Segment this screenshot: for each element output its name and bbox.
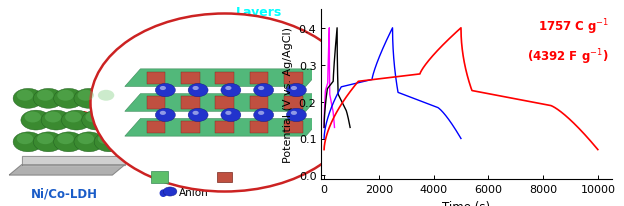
- Circle shape: [61, 111, 91, 130]
- Circle shape: [34, 89, 64, 109]
- Text: Co: Co: [236, 172, 250, 182]
- Circle shape: [291, 111, 297, 115]
- Circle shape: [286, 109, 306, 122]
- Circle shape: [82, 111, 112, 130]
- Circle shape: [221, 84, 241, 97]
- Circle shape: [160, 87, 166, 91]
- Text: Ni/Co-LDH: Ni/Co-LDH: [31, 186, 97, 199]
- Polygon shape: [9, 165, 125, 175]
- Circle shape: [163, 187, 177, 196]
- Circle shape: [90, 14, 359, 192]
- Circle shape: [221, 109, 241, 122]
- Circle shape: [102, 111, 132, 130]
- Circle shape: [77, 134, 94, 144]
- Circle shape: [54, 132, 84, 152]
- Circle shape: [155, 84, 175, 97]
- Circle shape: [21, 111, 51, 130]
- Circle shape: [94, 89, 124, 109]
- Circle shape: [258, 111, 265, 115]
- Circle shape: [37, 90, 54, 101]
- Circle shape: [54, 89, 84, 109]
- Circle shape: [94, 132, 124, 152]
- Circle shape: [253, 109, 273, 122]
- Circle shape: [41, 111, 71, 130]
- Circle shape: [77, 90, 94, 101]
- Circle shape: [258, 87, 265, 91]
- Polygon shape: [125, 119, 321, 136]
- Circle shape: [37, 134, 54, 144]
- Circle shape: [17, 90, 33, 101]
- Circle shape: [291, 87, 297, 91]
- Circle shape: [24, 112, 41, 123]
- X-axis label: Time (s): Time (s): [442, 200, 490, 206]
- Text: (4392 F g$^{-1}$): (4392 F g$^{-1}$): [527, 47, 608, 67]
- Polygon shape: [125, 70, 321, 87]
- Circle shape: [225, 87, 232, 91]
- Text: Ni: Ni: [173, 172, 184, 182]
- Polygon shape: [125, 94, 321, 112]
- Circle shape: [188, 84, 208, 97]
- Circle shape: [225, 111, 232, 115]
- Circle shape: [13, 132, 43, 152]
- Circle shape: [253, 84, 273, 97]
- Circle shape: [155, 109, 175, 122]
- Text: ●: ●: [158, 187, 167, 197]
- Circle shape: [57, 90, 74, 101]
- Circle shape: [85, 112, 102, 123]
- Circle shape: [286, 84, 306, 97]
- Circle shape: [188, 109, 208, 122]
- Text: 1757 C g$^{-1}$: 1757 C g$^{-1}$: [538, 17, 608, 36]
- Circle shape: [74, 132, 104, 152]
- Circle shape: [98, 90, 114, 101]
- Text: Anion: Anion: [180, 187, 209, 197]
- Circle shape: [74, 89, 104, 109]
- Circle shape: [105, 112, 122, 123]
- Circle shape: [34, 132, 64, 152]
- Text: Layers: Layers: [236, 6, 282, 19]
- Circle shape: [98, 134, 114, 144]
- Circle shape: [160, 111, 166, 115]
- Polygon shape: [22, 157, 125, 165]
- Circle shape: [65, 112, 82, 123]
- Y-axis label: Potential (V vs. Ag/AgCl): Potential (V vs. Ag/AgCl): [283, 27, 293, 163]
- Circle shape: [192, 111, 198, 115]
- Circle shape: [17, 134, 33, 144]
- Circle shape: [13, 89, 43, 109]
- Circle shape: [45, 112, 61, 123]
- Circle shape: [57, 134, 74, 144]
- Circle shape: [192, 87, 198, 91]
